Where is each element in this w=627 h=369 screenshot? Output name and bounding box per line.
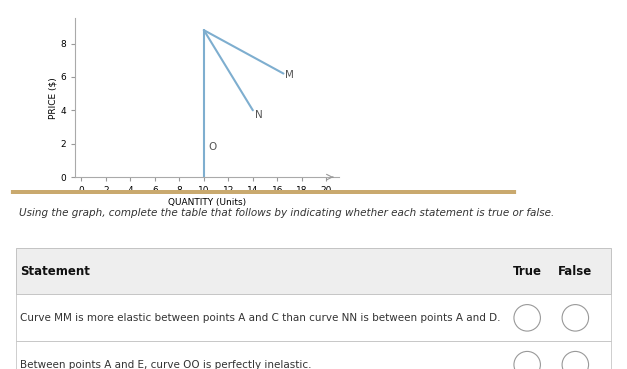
Bar xyxy=(16,248,611,294)
Y-axis label: PRICE ($): PRICE ($) xyxy=(49,77,58,119)
Text: N: N xyxy=(255,110,263,120)
X-axis label: QUANTITY (Units): QUANTITY (Units) xyxy=(168,198,246,207)
Text: Using the graph, complete the table that follows by indicating whether each stat: Using the graph, complete the table that… xyxy=(19,208,554,218)
Text: O: O xyxy=(209,142,217,152)
Text: False: False xyxy=(558,265,593,277)
Bar xyxy=(16,341,611,369)
Text: Between points A and E, curve OO is perfectly inelastic.: Between points A and E, curve OO is perf… xyxy=(20,360,312,369)
Text: True: True xyxy=(513,265,542,277)
Text: Curve MM is more elastic between points A and C than curve NN is between points : Curve MM is more elastic between points … xyxy=(20,313,501,323)
Text: M: M xyxy=(285,70,293,80)
Text: Statement: Statement xyxy=(20,265,90,277)
Bar xyxy=(16,294,611,341)
